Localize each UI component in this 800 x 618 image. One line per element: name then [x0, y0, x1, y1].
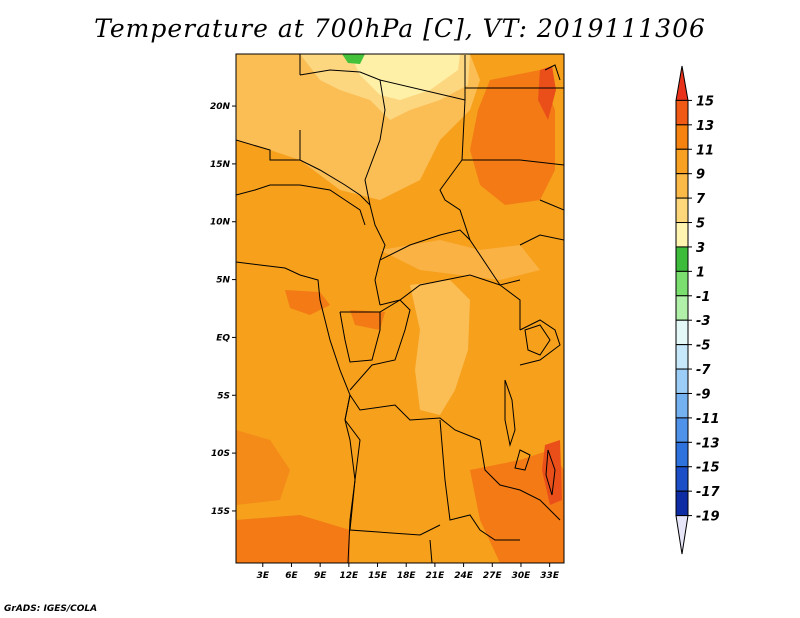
longitude-axis: 3E 6E 9E 12E 15E 18E 21E 24E 27E 30E 33E	[257, 563, 560, 581]
colorbar-label: 5	[696, 217, 705, 232]
warm-region-sudan	[470, 70, 555, 205]
grads-credit: GrADS: IGES/COLA	[4, 604, 98, 614]
colorbar-swatch	[675, 270, 689, 297]
lat-tick-label: 15N	[210, 160, 231, 170]
colorbar-swatch	[675, 368, 689, 394]
cool-region-central	[380, 240, 540, 280]
hot-spot-redsea	[538, 66, 556, 120]
lon-tick-label: 24E	[454, 571, 474, 581]
colorbar-label: -17	[696, 485, 720, 500]
colorbar-label: -15	[696, 461, 720, 476]
lon-tick-label: 30E	[512, 571, 532, 581]
colorbar-label: 9	[696, 168, 705, 183]
colorbar-swatch	[675, 124, 689, 150]
lakes	[504, 324, 556, 496]
lon-tick-label: 3E	[257, 571, 270, 581]
lon-tick-label: 6E	[285, 571, 298, 581]
hot-spot-gabon	[285, 290, 330, 315]
lon-tick-label: 33E	[540, 571, 560, 581]
colorbar-label: -5	[696, 339, 710, 354]
chart-title: Temperature at 700hPa [C], VT: 201911130…	[94, 14, 706, 43]
colorbar-swatch	[675, 417, 689, 443]
green-spot	[342, 54, 365, 64]
colorbar-label: 15	[696, 94, 714, 109]
hot-spot-cameroon	[350, 310, 385, 330]
colorbar-swatch	[675, 197, 689, 224]
lon-tick-label: 21E	[426, 571, 446, 581]
colorbar-label: 13	[696, 119, 714, 134]
colorbar-swatch	[675, 295, 689, 321]
colorbar-top-arrow	[675, 65, 689, 101]
colorbar-label: 1	[696, 265, 705, 280]
coastline	[236, 261, 356, 563]
lat-tick-label: EQ	[216, 333, 230, 343]
colorbar-label: -9	[696, 387, 710, 402]
lat-tick-label: 5N	[216, 276, 230, 286]
colorbar-swatch	[675, 222, 689, 248]
colorbar-swatch	[675, 319, 689, 346]
colorbar-label: 11	[696, 143, 714, 158]
colorbar-label: -19	[696, 510, 720, 525]
colorbar-bottom-arrow	[675, 515, 689, 555]
colorbar-swatch	[675, 99, 689, 126]
latitude-axis: 20N 15N 10N 5N EQ 5S 10S 15S	[210, 102, 236, 517]
lon-tick-label: 27E	[483, 571, 503, 581]
map-frame	[235, 53, 565, 564]
colorbar-label: 3	[696, 241, 705, 256]
colorbar-label: 7	[696, 192, 706, 207]
colorbar-swatch	[675, 441, 689, 468]
warm-region-south	[236, 515, 350, 563]
lon-tick-label: 12E	[339, 571, 359, 581]
colorbar-swatch	[675, 148, 689, 175]
colorbar-swatch	[675, 246, 689, 272]
colorbar-label: -3	[696, 314, 710, 329]
lon-tick-label: 9E	[314, 571, 327, 581]
cool-region-congo	[410, 280, 470, 415]
warm-region-angola-coast	[236, 430, 290, 505]
lat-tick-label: 20N	[210, 102, 231, 112]
colorbar-swatch	[675, 392, 689, 419]
lat-tick-label: 15S	[211, 507, 230, 517]
colorbar-label: -11	[696, 412, 720, 427]
colorbar-label: -7	[696, 363, 711, 378]
colorbar: 15 13 11 9 7 5 3 1 -1 -3 -5 -7 -9 -11 -13 -15 -17 -19	[675, 65, 720, 555]
colorbar-swatch	[675, 173, 689, 199]
lat-tick-label: 5S	[217, 391, 230, 401]
colorbar-swatch	[675, 466, 689, 492]
colorbar-swatch	[675, 344, 689, 370]
lat-tick-label: 10S	[211, 449, 230, 459]
lat-tick-label: 10N	[210, 218, 231, 228]
coolest-region-sahara	[350, 54, 460, 100]
colorbar-swatch	[675, 490, 689, 517]
lon-tick-label: 18E	[397, 571, 417, 581]
colorbar-label: -1	[696, 290, 710, 305]
lon-tick-label: 15E	[368, 571, 388, 581]
colorbar-label: -13	[696, 436, 720, 451]
